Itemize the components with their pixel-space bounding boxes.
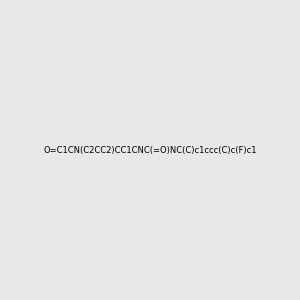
Text: O=C1CN(C2CC2)CC1CNC(=O)NC(C)c1ccc(C)c(F)c1: O=C1CN(C2CC2)CC1CNC(=O)NC(C)c1ccc(C)c(F)… [43,146,257,154]
